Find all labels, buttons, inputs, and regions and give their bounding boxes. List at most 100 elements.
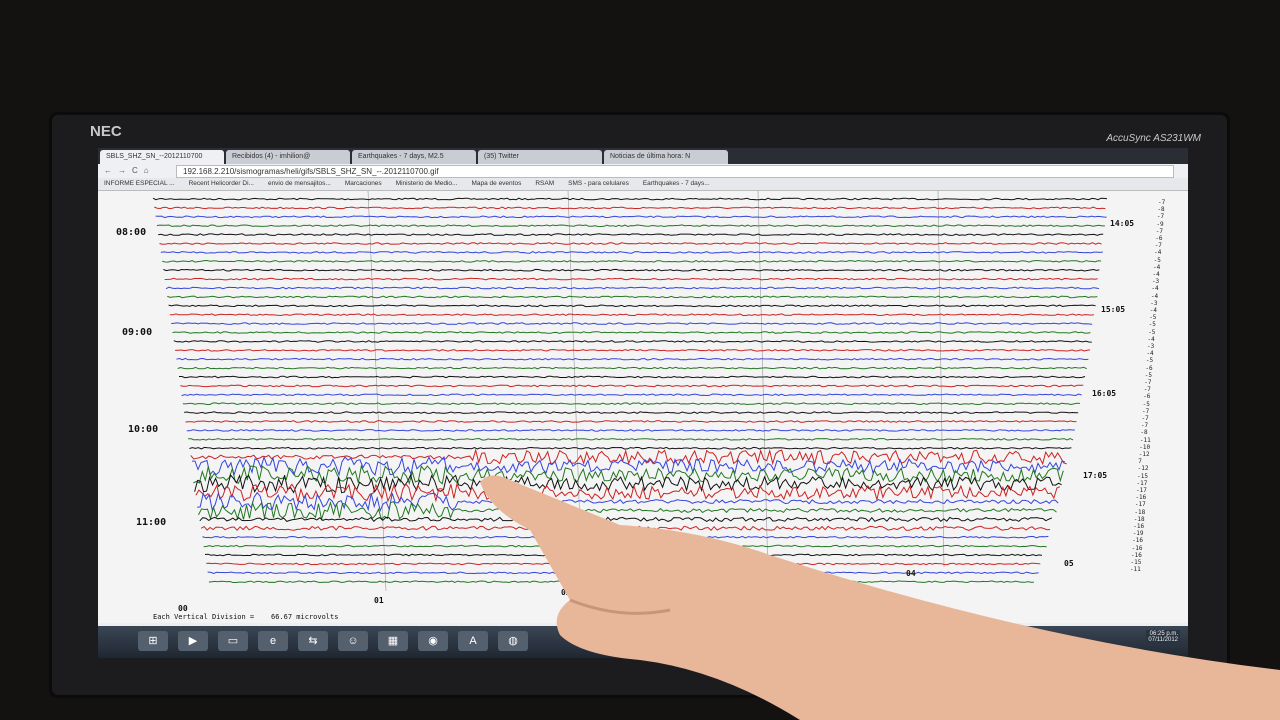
rsam-value: -9 [1156, 220, 1164, 228]
chrome-icon[interactable]: ◉ [418, 631, 448, 651]
seismic-trace [169, 313, 1094, 317]
google-earth-icon[interactable]: ◍ [498, 631, 528, 651]
seismic-trace [182, 402, 1080, 406]
time-label-left: 10:00 [128, 424, 159, 435]
rsam-value: -17 [1136, 479, 1148, 487]
network-icon[interactable]: ⇆ [298, 631, 328, 651]
rsam-value: -16 [1131, 544, 1143, 552]
clock[interactable]: 06:25 p.m. 07/11/2012 [1146, 630, 1180, 644]
seismic-trace [176, 357, 1089, 361]
rsam-value: -4 [1151, 285, 1159, 293]
rsam-value: -7 [1143, 386, 1151, 394]
bookmark-item[interactable]: Mapa de eventos [471, 180, 522, 187]
time-label-left: 11:00 [136, 517, 167, 528]
rsam-value: -12 [1137, 465, 1149, 473]
rsam-value: -11 [1129, 566, 1141, 574]
bookmark-item[interactable]: Recent Helicorder Di... [188, 180, 254, 187]
url-input[interactable]: 192.168.2.210/sismogramas/heli/gifs/SBLS… [176, 165, 1174, 178]
seismic-trace [193, 464, 1064, 485]
monitor-model: AccuSync AS231WM [1106, 133, 1201, 144]
rsam-value: -7 [1142, 407, 1150, 415]
bookmark-item[interactable]: envio de mensajitos... [267, 180, 331, 187]
seismic-trace [186, 429, 1075, 432]
nav-buttons-icon[interactable]: ←→C⌂ [104, 166, 155, 175]
tick-label: 05 [1064, 559, 1074, 568]
grid-line [367, 190, 387, 592]
browser-tab[interactable]: Recibidos (4) - imhilion@ [226, 150, 350, 164]
rsam-value: -5 [1148, 321, 1156, 329]
seismic-trace [167, 295, 1098, 299]
rsam-value: -4 [1147, 335, 1155, 343]
bookmark-item[interactable]: Earthquakes - 7 days... [642, 180, 710, 187]
tick-label: 04 [906, 569, 916, 578]
seismic-trace [161, 259, 1102, 263]
monitor-brand: NEC [90, 123, 122, 140]
browser-tab[interactable]: (35) Twitter [478, 150, 602, 164]
rsam-value: -7 [1158, 199, 1166, 206]
seismic-trace [168, 304, 1096, 308]
rsam-value: -5 [1148, 328, 1156, 336]
seismic-trace [179, 375, 1086, 379]
bookmark-item[interactable]: INFORME ESPECIAL ... [104, 180, 175, 187]
tab-bar: SBLS_SHZ_SN_--2012110700 Recibidos (4) - … [98, 148, 1188, 164]
browser-tab[interactable]: Noticias de última hora: N [604, 150, 728, 164]
tick-label: 01 [374, 596, 384, 605]
rsam-value: -3 [1150, 299, 1158, 307]
pointing-hand [480, 475, 1280, 720]
acrobat-icon[interactable]: A [458, 631, 488, 651]
bookmark-item[interactable]: Ministerio de Medio... [395, 180, 458, 187]
rsam-value: -5 [1149, 314, 1157, 322]
internet-explorer-icon[interactable]: e [258, 631, 288, 651]
seismic-trace [189, 446, 1072, 450]
screen: SBLS_SHZ_SN_--2012110700 Recibidos (4) - … [98, 148, 1188, 658]
rsam-value: -6 [1155, 235, 1163, 242]
rsam-value: -11 [1139, 436, 1151, 444]
seismic-trace [199, 516, 1052, 523]
presentation-icon[interactable]: ▦ [378, 631, 408, 651]
rsam-value: -4 [1153, 263, 1161, 271]
browser-tab[interactable]: SBLS_SHZ_SN_--2012110700 [100, 150, 224, 164]
seismic-trace [175, 348, 1091, 352]
seismic-trace [194, 473, 1062, 494]
seismic-trace [172, 331, 1091, 334]
seismic-trace [159, 242, 1102, 245]
rsam-value: -16 [1135, 494, 1147, 502]
rsam-value: -6 [1143, 393, 1151, 401]
seismic-trace [177, 366, 1087, 370]
media-player-icon[interactable]: ▶ [178, 631, 208, 651]
rsam-value: -7 [1141, 415, 1149, 422]
rsam-value: -10 [1139, 443, 1151, 451]
rsam-value: -7 [1155, 227, 1164, 235]
tick-label: 00 [178, 604, 188, 613]
rsam-value: -8 [1140, 429, 1148, 437]
rsam-value: -6 [1145, 364, 1153, 372]
bookmark-item[interactable]: RSAM [535, 180, 555, 187]
bookmarks-bar: INFORME ESPECIAL ... Recent Helicorder Di… [98, 178, 1188, 191]
rsam-value: -17 [1136, 487, 1147, 494]
rsam-value: -4 [1146, 350, 1154, 358]
rsam-value: -12 [1138, 451, 1150, 458]
address-bar: ←→C⌂ 192.168.2.210/sismogramas/heli/gifs… [98, 164, 1188, 178]
rsam-value: -7 [1154, 242, 1162, 250]
rsam-value: 7 [1138, 458, 1142, 466]
rsam-value: -16 [1131, 551, 1142, 559]
rsam-value: -7 [1156, 213, 1165, 221]
folder-icon[interactable]: ▭ [218, 631, 248, 651]
grid-line [937, 190, 945, 568]
rsam-value: -5 [1142, 400, 1150, 408]
seismic-trace [154, 206, 1106, 210]
seismic-trace [192, 455, 1066, 477]
browser-tab[interactable]: Earthquakes - 7 days, M2.5 [352, 150, 476, 164]
rsam-value: -8 [1157, 206, 1165, 214]
bookmark-item[interactable]: Marcaciones [344, 180, 382, 187]
seismic-trace [185, 420, 1077, 423]
rsam-value: -3 [1151, 278, 1160, 286]
rsam-value: -4 [1152, 271, 1160, 278]
rsam-value: -16 [1132, 537, 1143, 545]
bookmark-item[interactable]: SMS - para celulares [568, 180, 629, 187]
rsam-value: -4 [1154, 249, 1162, 257]
start-orb-icon[interactable]: ⊞ [138, 631, 168, 651]
vertical-division-note: Each Vertical Division = 66.67 microvolt… [153, 613, 339, 621]
contacts-icon[interactable]: ☺ [338, 631, 368, 651]
time-label-left: 09:00 [122, 327, 153, 338]
